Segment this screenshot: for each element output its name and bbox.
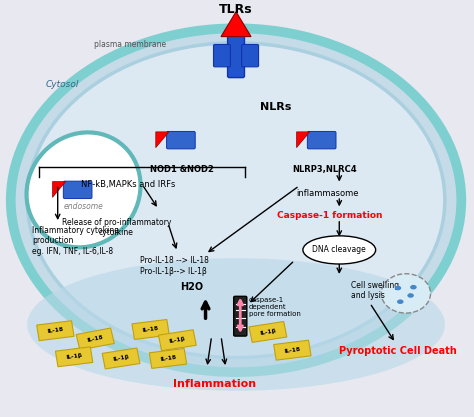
Polygon shape bbox=[53, 181, 66, 197]
Text: Inflammation: Inflammation bbox=[173, 379, 256, 389]
Text: Pyroptotic Cell Death: Pyroptotic Cell Death bbox=[339, 346, 457, 356]
Polygon shape bbox=[55, 347, 93, 367]
Polygon shape bbox=[273, 340, 311, 360]
Text: Caspase-1 formation: Caspase-1 formation bbox=[277, 211, 383, 221]
Polygon shape bbox=[149, 349, 187, 368]
Ellipse shape bbox=[27, 43, 445, 358]
Ellipse shape bbox=[381, 274, 430, 313]
Text: Cell swelling
and lysis: Cell swelling and lysis bbox=[351, 281, 399, 300]
Text: IL-1β: IL-1β bbox=[112, 354, 130, 362]
Text: H2O: H2O bbox=[180, 282, 203, 292]
FancyBboxPatch shape bbox=[166, 131, 195, 149]
Ellipse shape bbox=[27, 132, 140, 247]
Polygon shape bbox=[102, 348, 140, 369]
Text: Release of pro-inflammatory
cytoikine: Release of pro-inflammatory cytoikine bbox=[62, 218, 171, 237]
Text: NLRs: NLRs bbox=[260, 102, 292, 112]
Text: inflammasome: inflammasome bbox=[296, 188, 359, 198]
Ellipse shape bbox=[303, 236, 375, 264]
FancyBboxPatch shape bbox=[228, 33, 245, 78]
Text: IL-18: IL-18 bbox=[87, 335, 104, 343]
Ellipse shape bbox=[395, 286, 401, 290]
FancyBboxPatch shape bbox=[242, 45, 258, 67]
Ellipse shape bbox=[410, 285, 417, 289]
Text: IL-18: IL-18 bbox=[284, 347, 301, 354]
Text: NLRP3,NLRC4: NLRP3,NLRC4 bbox=[292, 165, 356, 174]
Text: IL-18: IL-18 bbox=[159, 355, 176, 362]
Text: NOD1 &NOD2: NOD1 &NOD2 bbox=[150, 165, 214, 174]
Ellipse shape bbox=[11, 28, 461, 372]
Polygon shape bbox=[221, 12, 251, 37]
FancyBboxPatch shape bbox=[307, 131, 336, 149]
Polygon shape bbox=[158, 330, 196, 351]
Text: IL-18: IL-18 bbox=[47, 327, 64, 334]
Polygon shape bbox=[156, 132, 169, 148]
Polygon shape bbox=[297, 132, 310, 148]
Text: Inflammatory cytokine
production
eg. IFN, TNF, IL-6,IL-8: Inflammatory cytokine production eg. IFN… bbox=[32, 226, 119, 256]
Text: IL-1β: IL-1β bbox=[65, 353, 82, 360]
Text: Pro-IL-18 --> IL-18
Pro-IL-1β--> IL-1β: Pro-IL-18 --> IL-18 Pro-IL-1β--> IL-1β bbox=[140, 256, 209, 276]
Polygon shape bbox=[132, 319, 169, 339]
Text: plasma membrane: plasma membrane bbox=[94, 40, 166, 49]
Text: endosome: endosome bbox=[64, 202, 103, 211]
FancyBboxPatch shape bbox=[64, 181, 92, 198]
Text: IL-1β: IL-1β bbox=[259, 328, 276, 336]
FancyBboxPatch shape bbox=[213, 45, 230, 67]
Text: DNA cleavage: DNA cleavage bbox=[312, 246, 366, 254]
Polygon shape bbox=[36, 321, 74, 341]
FancyBboxPatch shape bbox=[234, 296, 247, 336]
Text: Cytosol: Cytosol bbox=[46, 80, 79, 89]
Text: IL-1β: IL-1β bbox=[169, 337, 186, 344]
Ellipse shape bbox=[397, 299, 403, 304]
Polygon shape bbox=[76, 328, 114, 350]
Text: TLRs: TLRs bbox=[219, 3, 253, 16]
Text: caspase-1
dependent
pore formation: caspase-1 dependent pore formation bbox=[249, 297, 301, 317]
Text: IL-18: IL-18 bbox=[142, 326, 159, 333]
Text: NF-kB,MAPKs and IRFs: NF-kB,MAPKs and IRFs bbox=[81, 179, 175, 188]
Ellipse shape bbox=[27, 258, 445, 391]
Polygon shape bbox=[249, 322, 287, 342]
Ellipse shape bbox=[407, 293, 414, 298]
